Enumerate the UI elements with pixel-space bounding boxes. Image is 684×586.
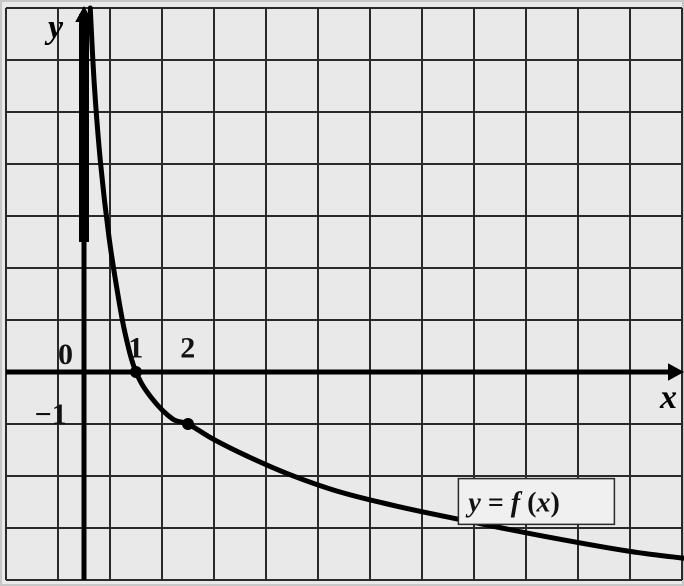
formula-part: y (465, 488, 481, 519)
formula-part: = (481, 488, 511, 519)
formula-part: ) (550, 488, 559, 519)
tick-label: 0 (58, 338, 73, 371)
tick-label: 2 (180, 331, 195, 364)
formula-text: y = f (x) (465, 488, 559, 519)
tick-label: −1 (35, 398, 67, 431)
formula-part: x (535, 488, 550, 519)
log-curve-chart: yx012−1y = f (x) (0, 0, 684, 586)
chart-svg: yx012−1y = f (x) (0, 0, 684, 586)
formula-part: ( (520, 488, 536, 519)
x-axis-label: x (659, 379, 677, 416)
curve-point-marker (182, 418, 194, 430)
curve-point-marker (130, 366, 142, 378)
